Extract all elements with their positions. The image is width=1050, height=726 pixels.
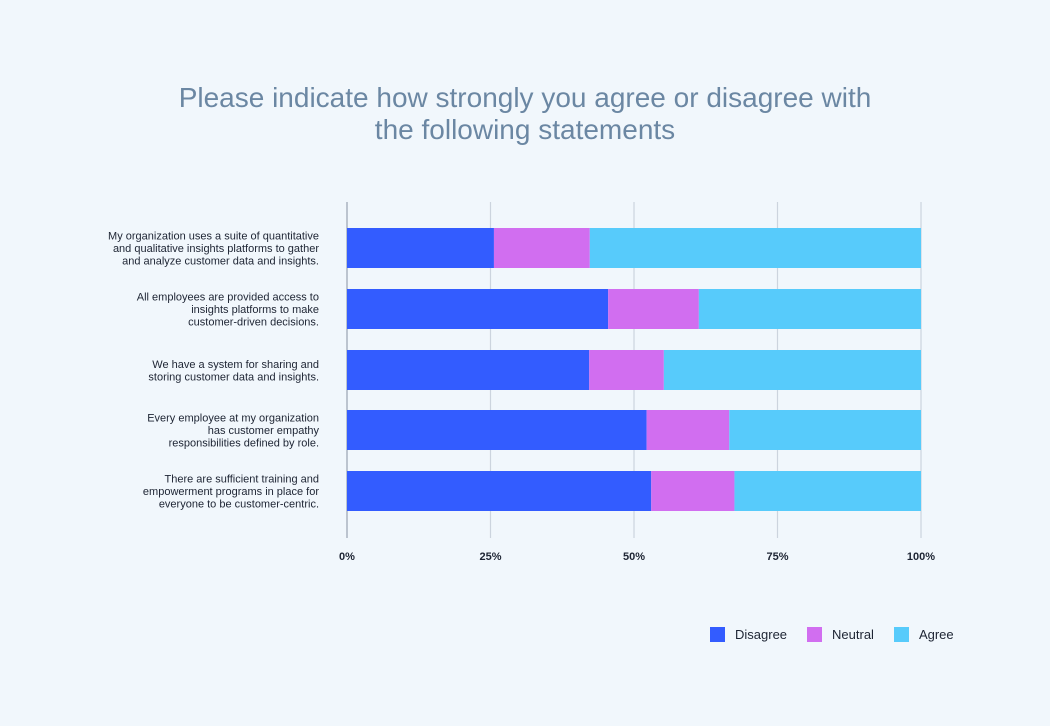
category-label: Every employee at my organization has cus…	[147, 413, 319, 450]
chart-title-line-2: the following statements	[374, 114, 676, 145]
category-label-line: storing customer data and insights.	[148, 371, 319, 383]
bar-agree	[698, 289, 921, 329]
x-tick-label: 25%	[479, 551, 501, 563]
x-tick-label: 100%	[907, 551, 935, 563]
bar-disagree	[347, 228, 494, 268]
x-tick-label: 75%	[766, 551, 788, 563]
bar-disagree	[347, 471, 652, 511]
category-label-line: We have a system for sharing and	[152, 359, 319, 371]
legend-swatch	[807, 627, 823, 642]
chart-title-line-1: Please indicate how strongly you agree o…	[178, 82, 872, 113]
bar-agree	[729, 410, 921, 450]
category-label-line: insights platforms to make	[191, 304, 319, 316]
category-label-line: All employees are provided access to	[137, 292, 319, 304]
bar-agree	[734, 471, 921, 511]
category-label-line: customer-driven decisions.	[188, 317, 319, 329]
legend-swatch	[893, 627, 909, 642]
bar-disagree	[347, 410, 647, 450]
category-label-line: There are sufficient training and	[165, 474, 320, 486]
legend-item-disagree: Disagree	[710, 627, 787, 642]
category-label-line: My organization uses a suite of quantita…	[108, 231, 319, 243]
bar-agree	[663, 350, 921, 390]
category-label-line: everyone to be customer-centric.	[159, 499, 319, 511]
category-label-line: Every employee at my organization	[147, 413, 319, 425]
legend-label: Disagree	[735, 627, 788, 642]
bar-disagree	[347, 289, 609, 329]
legend-item-agree: Agree	[893, 627, 954, 642]
chart-title: Please indicate how strongly you agree o…	[0, 82, 1050, 146]
category-label-line: empowerment programs in place for	[143, 486, 319, 498]
bar-neutral	[493, 228, 590, 268]
bar-neutral	[646, 410, 730, 450]
category-label-line: and analyze customer data and insights.	[122, 256, 319, 268]
legend-swatch	[710, 627, 725, 642]
bar-neutral	[608, 289, 699, 329]
category-label: We have a system for sharing and storing …	[148, 359, 319, 384]
category-label-line: has customer empathy	[208, 425, 320, 437]
legend-label: Neutral	[832, 627, 874, 642]
bar-neutral	[589, 350, 664, 390]
chart-legend: Disagree Neutral Agree	[710, 627, 974, 642]
legend-item-neutral: Neutral	[807, 627, 874, 642]
category-label: All employees are provided access to insi…	[137, 292, 319, 329]
legend-label: Agree	[918, 627, 954, 642]
bar-agree	[589, 228, 921, 268]
x-tick-label: 50%	[623, 551, 645, 563]
bar-disagree	[347, 350, 590, 390]
bar-neutral	[651, 471, 735, 511]
category-label: My organization uses a suite of quantita…	[108, 231, 319, 268]
category-label-line: responsibilities defined by role.	[169, 438, 319, 450]
category-label: There are sufficient training and empower…	[143, 474, 319, 511]
category-label-line: and qualitative insights platforms to ga…	[113, 243, 319, 255]
x-tick-label: 0%	[339, 551, 355, 563]
